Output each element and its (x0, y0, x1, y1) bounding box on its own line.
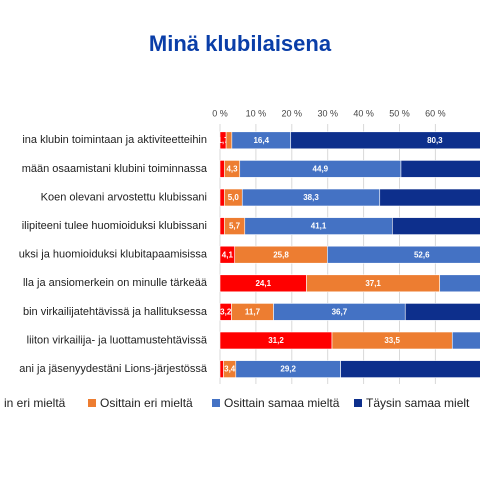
data-label: 4,1 (222, 250, 234, 259)
data-label: 25,8 (273, 250, 289, 259)
bar-segment (340, 360, 480, 378)
category-label: liiton virkailija- ja luottamustehtäviss… (27, 334, 208, 346)
x-tick-label: 50 % (389, 108, 410, 118)
data-label: 3,2 (220, 308, 232, 317)
x-tick-label: 10 % (246, 108, 267, 118)
bar-segment (219, 188, 225, 207)
category-label: bin virkailijatehtävissä ja hallituksess… (23, 306, 208, 318)
category-label: ani ja jäsenyydestäni Lions-järjestössä (19, 363, 208, 375)
bar-segment (219, 360, 224, 378)
bar-segment (439, 274, 480, 293)
bar-segment (290, 131, 480, 150)
legend-swatch (88, 399, 96, 407)
legend-label: Osittain eri mieltä (100, 396, 193, 410)
category-label: Koen olevani arvostettu klubissani (41, 191, 207, 203)
data-label: 4,3 (226, 165, 238, 174)
bar-segment (392, 217, 480, 235)
data-label: 38,3 (303, 193, 319, 202)
bar-segment (379, 188, 480, 207)
legend-label: in eri mieltä (4, 396, 66, 410)
data-label: 31,2 (268, 336, 284, 345)
data-label: 80,3 (427, 136, 443, 145)
data-label: 52,6 (414, 250, 430, 259)
category-label: ilipiteeni tulee huomioiduksi klubissani (22, 220, 207, 232)
data-label: 16,4 (253, 136, 269, 145)
data-label: 41,1 (311, 222, 327, 231)
bar-segment (219, 217, 225, 235)
data-label: 11,7 (245, 308, 261, 317)
data-label: 36,7 (332, 308, 348, 317)
category-label: lla ja ansiomerkein on minulle tärkeää (23, 277, 208, 289)
data-label: 37,1 (365, 279, 381, 288)
legend-label: Osittain samaa mieltä (224, 396, 340, 410)
x-tick-label: 30 % (317, 108, 338, 118)
x-tick-label: 20 % (282, 108, 303, 118)
bar-segment (451, 331, 480, 350)
category-label: uksi ja huomioiduksi klubitapaamisissa (19, 249, 208, 261)
data-label: 5,0 (228, 193, 240, 202)
category-label: ina klubin toimintaan ja aktiviteetteihi… (22, 134, 207, 146)
x-tick-label: 40 % (353, 108, 374, 118)
chart-title: Minä klubilaisena (149, 31, 332, 56)
data-label: 29,2 (280, 365, 296, 374)
data-label: 44,9 (313, 165, 329, 174)
legend-swatch (354, 399, 362, 407)
x-tick-label: 60 % (425, 108, 446, 118)
data-label: 24,1 (255, 279, 271, 288)
data-label: 5,7 (229, 222, 241, 231)
category-label: mään osaamistani klubini toiminnassa (22, 163, 208, 175)
legend-swatch (212, 399, 220, 407)
bar-segment (225, 131, 233, 150)
bar-segment (404, 303, 480, 321)
bar-segment (400, 160, 480, 178)
data-label: 1,7 (217, 136, 229, 145)
data-label: 3,4 (224, 365, 236, 374)
bar-segment (327, 245, 480, 264)
x-tick-label: 0 % (212, 108, 228, 118)
legend-label: Täysin samaa mielt (366, 396, 470, 410)
bar-segment (219, 160, 225, 178)
data-label: 33,5 (384, 336, 400, 345)
